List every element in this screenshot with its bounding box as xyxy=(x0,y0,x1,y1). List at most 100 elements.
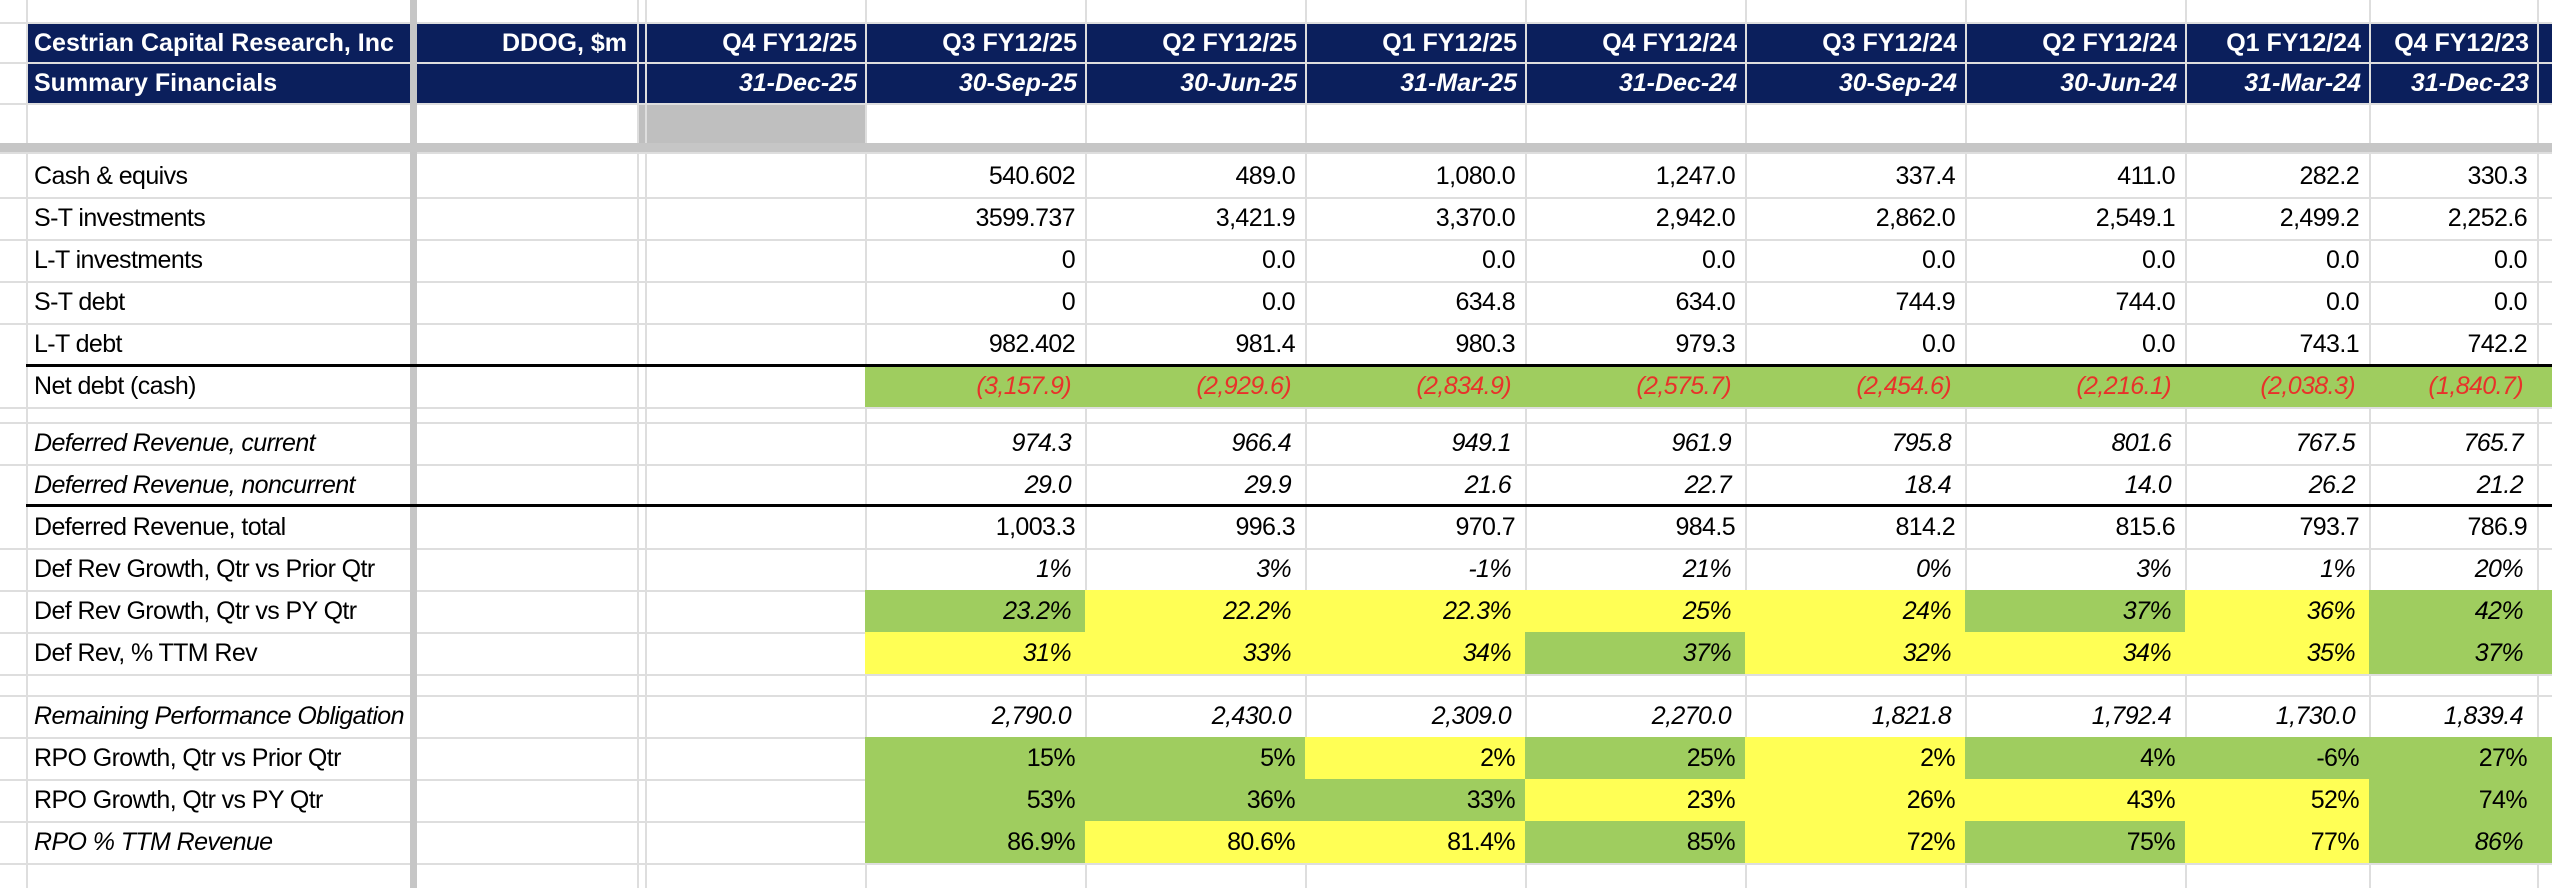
data-cell[interactable]: 2% xyxy=(1480,744,1516,772)
data-cell[interactable]: 0.0 xyxy=(2494,288,2528,316)
row-label[interactable]: L-T debt xyxy=(34,330,122,358)
data-cell[interactable]: 2,942.0 xyxy=(1655,204,1736,232)
data-cell[interactable] xyxy=(645,365,865,407)
period-date-header[interactable]: 31-Dec-23 xyxy=(2410,69,2529,97)
data-cell[interactable]: 1,080.0 xyxy=(1435,162,1516,190)
data-cell[interactable]: 1,839.4 xyxy=(2443,702,2524,730)
data-cell[interactable]: (2,834.9) xyxy=(1416,372,1511,400)
data-cell[interactable]: 29.0 xyxy=(1024,471,1072,499)
data-cell[interactable]: 2,862.0 xyxy=(1875,204,1956,232)
data-cell[interactable]: 27% xyxy=(2478,744,2528,772)
data-cell[interactable]: 3,370.0 xyxy=(1435,204,1516,232)
data-cell[interactable]: 966.4 xyxy=(1231,429,1291,457)
data-cell[interactable]: 0.0 xyxy=(2142,330,2176,358)
data-cell[interactable]: 25% xyxy=(1686,744,1736,772)
data-cell[interactable]: 3,421.9 xyxy=(1215,204,1296,232)
data-cell[interactable]: 22.7 xyxy=(1684,471,1732,499)
data-cell[interactable]: 21% xyxy=(1682,555,1732,583)
data-cell[interactable]: (2,216.1) xyxy=(2076,372,2171,400)
data-cell[interactable]: 980.3 xyxy=(1455,330,1515,358)
data-cell[interactable]: 793.7 xyxy=(2299,513,2359,541)
data-cell[interactable]: 0.0 xyxy=(1262,246,1296,274)
data-cell[interactable]: 52% xyxy=(2310,786,2360,814)
data-cell[interactable]: 5% xyxy=(1260,744,1296,772)
data-cell[interactable]: 0 xyxy=(1061,288,1076,316)
period-date-header[interactable]: 30-Jun-24 xyxy=(2060,69,2177,97)
data-cell[interactable]: (3,157.9) xyxy=(976,372,1071,400)
row-label[interactable]: L-T investments xyxy=(34,246,203,274)
period-date-header[interactable]: 31-Dec-24 xyxy=(1618,69,1737,97)
data-cell[interactable]: 33% xyxy=(1466,786,1516,814)
data-cell[interactable]: 744.9 xyxy=(1895,288,1955,316)
period-quarter-header[interactable]: Q4 FY12/24 xyxy=(1602,29,1737,57)
data-cell[interactable]: 80.6% xyxy=(1227,828,1295,856)
row-label[interactable]: Deferred Revenue, current xyxy=(34,429,316,457)
data-cell[interactable] xyxy=(645,737,865,779)
data-cell[interactable]: (2,454.6) xyxy=(1856,372,1951,400)
data-cell[interactable]: (2,038.3) xyxy=(2260,372,2355,400)
data-cell[interactable]: 18.4 xyxy=(1904,471,1952,499)
data-cell[interactable]: 1% xyxy=(2320,555,2356,583)
data-cell[interactable] xyxy=(645,323,865,365)
row-label[interactable]: S-T investments xyxy=(34,204,206,232)
data-cell[interactable]: 982.402 xyxy=(988,330,1076,358)
data-cell[interactable]: 742.2 xyxy=(2467,330,2527,358)
data-cell[interactable]: 72% xyxy=(1906,828,1956,856)
data-cell[interactable] xyxy=(645,695,865,737)
data-cell[interactable]: 974.3 xyxy=(1011,429,1071,457)
data-cell[interactable]: 85% xyxy=(1686,828,1736,856)
row-label[interactable]: RPO Growth, Qtr vs PY Qtr xyxy=(34,786,323,814)
data-cell[interactable]: 634.8 xyxy=(1455,288,1515,316)
data-cell[interactable]: 81.4% xyxy=(1447,828,1515,856)
data-cell[interactable]: 3% xyxy=(2136,555,2172,583)
row-label[interactable]: RPO Growth, Qtr vs Prior Qtr xyxy=(34,744,341,772)
period-date-header[interactable]: 30-Sep-24 xyxy=(1838,69,1957,97)
data-cell[interactable]: 0.0 xyxy=(2326,288,2360,316)
sheet-subtitle[interactable]: Summary Financials xyxy=(34,69,278,97)
data-cell[interactable]: 2,252.6 xyxy=(2447,204,2528,232)
row-label[interactable]: Def Rev, % TTM Rev xyxy=(34,639,258,667)
row-label[interactable]: RPO % TTM Revenue xyxy=(34,828,273,856)
company-name[interactable]: Cestrian Capital Research, Inc xyxy=(34,29,394,57)
data-cell[interactable]: 984.5 xyxy=(1675,513,1735,541)
data-cell[interactable]: 2,309.0 xyxy=(1431,702,1512,730)
data-cell[interactable]: 23.2% xyxy=(1003,597,1071,625)
period-quarter-header[interactable]: Q2 FY12/25 xyxy=(1162,29,1297,57)
data-cell[interactable]: 1,003.3 xyxy=(995,513,1076,541)
data-cell[interactable]: 22.2% xyxy=(1223,597,1291,625)
data-cell[interactable]: 489.0 xyxy=(1235,162,1295,190)
data-cell[interactable]: 981.4 xyxy=(1235,330,1295,358)
data-cell[interactable]: 282.2 xyxy=(2299,162,2359,190)
data-cell[interactable]: 2,270.0 xyxy=(1651,702,1732,730)
data-cell[interactable]: 75% xyxy=(2126,828,2176,856)
data-cell[interactable]: 4% xyxy=(2140,744,2176,772)
data-cell[interactable]: 795.8 xyxy=(1891,429,1951,457)
data-cell[interactable]: 26.2 xyxy=(2308,471,2356,499)
data-cell[interactable]: 2% xyxy=(1920,744,1956,772)
data-cell[interactable]: 0.0 xyxy=(2494,246,2528,274)
data-cell[interactable]: 33% xyxy=(1242,639,1292,667)
data-cell[interactable]: 1,792.4 xyxy=(2091,702,2172,730)
data-cell[interactable]: 21.2 xyxy=(2476,471,2524,499)
data-cell[interactable]: 961.9 xyxy=(1671,429,1731,457)
data-cell[interactable]: 2,790.0 xyxy=(991,702,1072,730)
row-label[interactable]: Remaining Performance Obligation xyxy=(34,702,404,730)
period-quarter-header[interactable]: Q1 FY12/25 xyxy=(1382,29,1517,57)
data-cell[interactable] xyxy=(645,155,865,197)
data-cell[interactable] xyxy=(645,239,865,281)
data-cell[interactable]: 26% xyxy=(1906,786,1956,814)
period-quarter-header[interactable]: Q3 FY12/25 xyxy=(942,29,1077,57)
data-cell[interactable]: (1,840.7) xyxy=(2428,372,2523,400)
period-date-header[interactable]: 31-Dec-25 xyxy=(738,69,857,97)
data-cell[interactable]: 21.6 xyxy=(1464,471,1512,499)
row-label[interactable]: Cash & equivs xyxy=(34,162,188,190)
period-date-header[interactable]: 31-Mar-25 xyxy=(1400,69,1517,97)
data-cell[interactable]: 540.602 xyxy=(988,162,1076,190)
data-cell[interactable]: 77% xyxy=(2310,828,2360,856)
data-cell[interactable]: 0% xyxy=(1916,555,1952,583)
data-cell[interactable]: 979.3 xyxy=(1675,330,1735,358)
row-label[interactable]: Net debt (cash) xyxy=(34,372,197,400)
data-cell[interactable]: 0.0 xyxy=(1482,246,1516,274)
data-cell[interactable]: 801.6 xyxy=(2111,429,2171,457)
row-label[interactable]: S-T debt xyxy=(34,288,125,316)
